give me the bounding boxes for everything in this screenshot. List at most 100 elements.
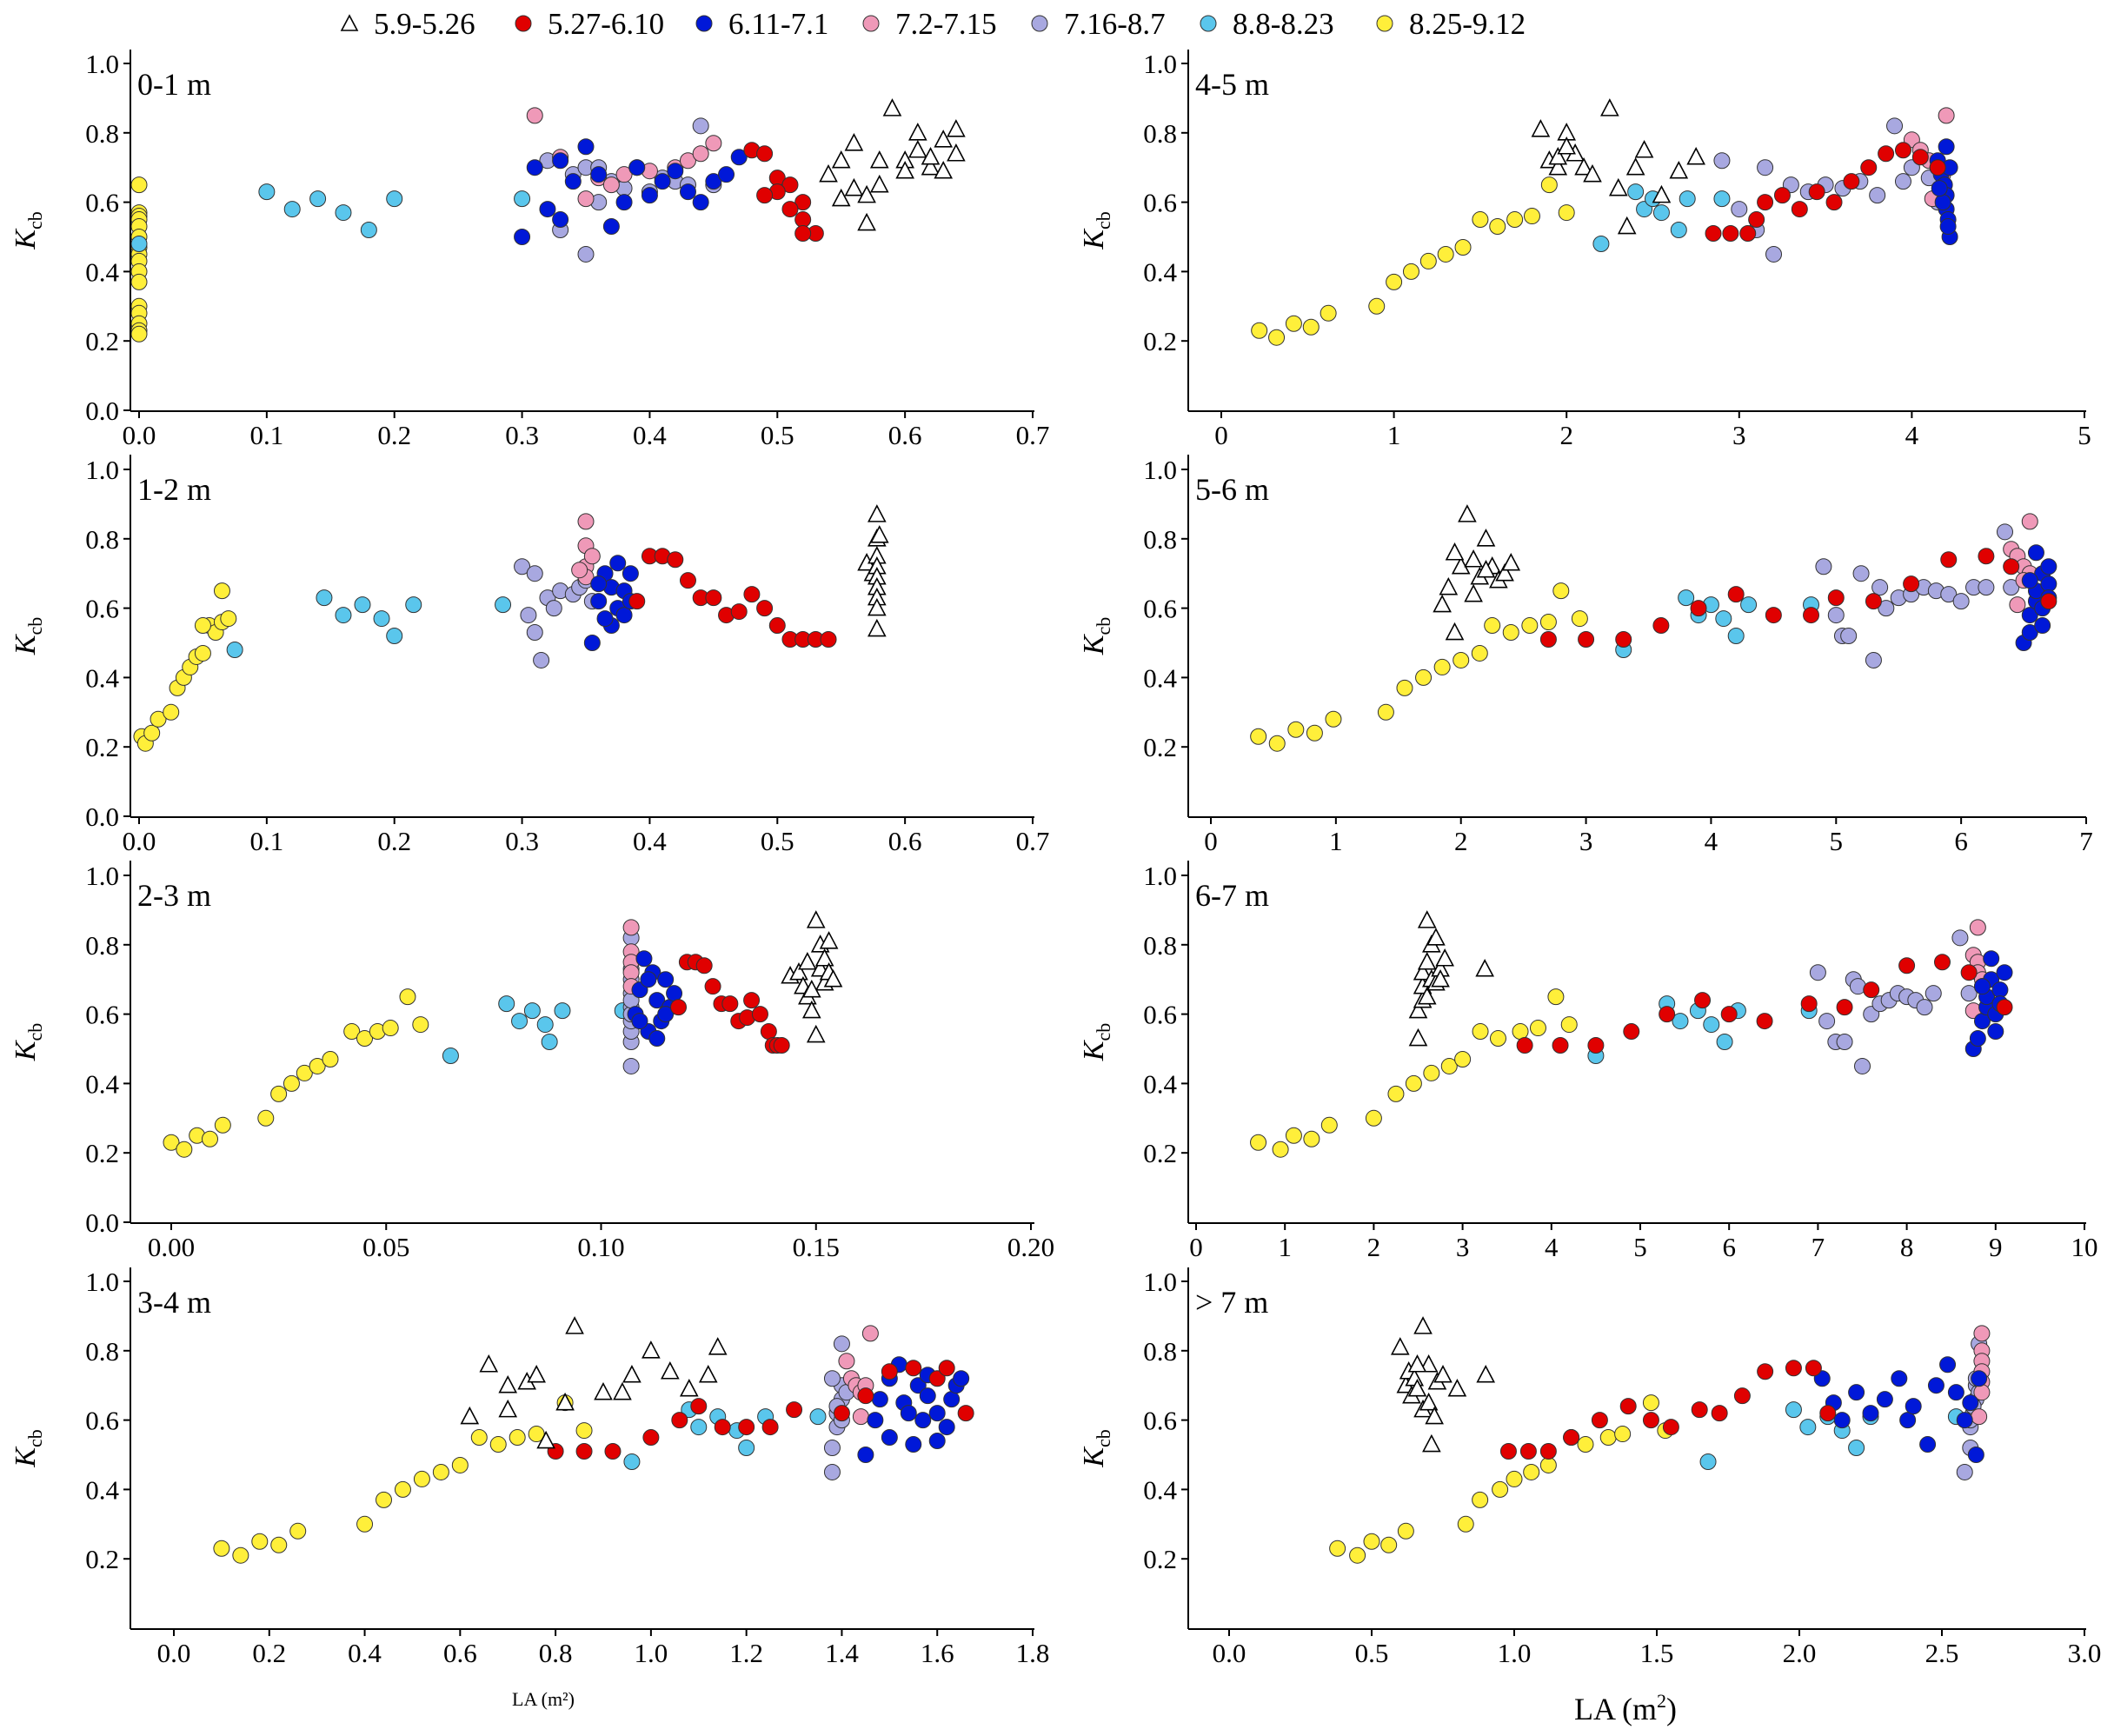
legend-marker [862, 15, 880, 32]
data-point [838, 1353, 855, 1370]
data-point [819, 931, 839, 949]
data-point [413, 1470, 430, 1487]
data-point [823, 1440, 841, 1457]
data-point [1623, 1023, 1640, 1041]
data-point [1413, 962, 1433, 981]
data-point [1574, 156, 1593, 176]
data-point [1971, 1408, 1988, 1426]
y-tick-label: 0.8 [1143, 118, 1177, 149]
data-point [1952, 593, 1970, 610]
data-point [751, 1006, 768, 1023]
data-point [583, 635, 601, 651]
data-point [509, 1429, 526, 1447]
data-point [552, 152, 569, 170]
data-point [635, 950, 653, 968]
data-point [498, 995, 515, 1013]
data-point [1329, 1540, 1346, 1557]
data-point [386, 190, 403, 208]
data-point [1869, 187, 1886, 204]
data-point [1287, 721, 1305, 738]
x-tick-label: 6 [1954, 826, 1968, 856]
data-point [1652, 184, 1672, 203]
x-tick-label: 0.2 [377, 420, 411, 450]
data-point [679, 152, 696, 170]
data-point [1454, 238, 1472, 256]
data-point [1672, 1013, 1689, 1030]
data-point [760, 1023, 777, 1041]
data-point [1408, 1028, 1428, 1047]
data-point [1809, 964, 1826, 981]
data-point [214, 1116, 231, 1134]
data-point [657, 971, 675, 988]
data-point [814, 948, 834, 967]
data-point [1608, 177, 1628, 196]
data-point [1939, 1356, 1957, 1374]
data-point [596, 610, 614, 628]
data-point [670, 999, 688, 1016]
data-point [789, 962, 808, 981]
data-point [130, 176, 148, 194]
data-point [1433, 1365, 1453, 1383]
data-point [1548, 147, 1568, 165]
data-point [1836, 999, 1853, 1016]
data-point [2021, 607, 2038, 624]
data-point [934, 130, 954, 148]
data-point [514, 190, 531, 208]
data-point [405, 596, 422, 614]
data-point [1916, 999, 1933, 1016]
y-tick-label: 0.2 [1143, 1138, 1177, 1168]
x-tick-label: 1.0 [1498, 1638, 1532, 1668]
panel-2-3-m: 0.0 0.2 0.4 0.6 0.8 1.0 0.00 0.05 0.10 0.15 0.20 2-… [10, 861, 1054, 1262]
data-point [539, 201, 556, 218]
data-point [1840, 628, 1858, 645]
data-point [820, 631, 837, 649]
data-point [756, 187, 774, 204]
data-point [1862, 1405, 1879, 1422]
data-point [1390, 1337, 1410, 1355]
data-point [498, 1399, 518, 1418]
data-point [718, 166, 735, 183]
data-point [354, 596, 371, 614]
panel-5-6-m: 0.2 0.4 0.6 0.8 1.0 0 1 2 3 4 5 6 7 5-6 m Kcb [1078, 455, 2093, 856]
data-point [1898, 957, 1916, 974]
series-5-9-5-26 [460, 1316, 728, 1449]
series-7-2-7-15 [838, 1325, 879, 1426]
data-point [1827, 607, 1845, 624]
data-point [919, 1387, 936, 1405]
data-point [577, 190, 595, 208]
series-8-25-9-12 [1250, 988, 1578, 1158]
series-5-9-5-26 [819, 98, 966, 231]
y-tick-label: 0.4 [85, 1068, 119, 1099]
x-tick-label: 1.0 [635, 1638, 668, 1668]
data-point [1865, 593, 1882, 610]
y-tick-label: 0.2 [1143, 1544, 1177, 1574]
data-point [1686, 147, 1705, 165]
data-point [536, 1430, 555, 1449]
x-tick-label: 0 [1204, 826, 1218, 856]
series-5-9-5-26 [1433, 504, 1521, 641]
data-point [1402, 263, 1419, 280]
legend-item-7-2-7-15: 7.2-7.15 [862, 7, 997, 41]
data-point [809, 1408, 827, 1426]
data-point [577, 138, 595, 156]
x-tick-label: 0.20 [1007, 1232, 1054, 1262]
data-point [1476, 559, 1496, 578]
data-point [1863, 981, 1880, 999]
x-tick-label: 1.5 [1640, 1638, 1674, 1668]
x-tick-label: 0.00 [148, 1232, 195, 1262]
data-point [1306, 724, 1323, 742]
data-point [623, 1453, 641, 1470]
y-tick-label: 0.0 [85, 801, 119, 832]
y-tick-label: 0.6 [85, 1000, 119, 1030]
data-point [801, 1000, 821, 1019]
data-point [743, 992, 761, 1009]
x-tick-label: 6 [1722, 1232, 1736, 1262]
y-tick-label: 0.8 [85, 524, 119, 555]
data-point [1854, 1057, 1871, 1074]
data-point [1713, 152, 1731, 170]
data-point [583, 548, 601, 565]
data-point [1876, 1391, 1893, 1408]
x-tick-label: 0.5 [761, 420, 794, 450]
y-tick-label: 0.8 [1143, 1336, 1177, 1367]
x-tick-label: 0.0 [123, 420, 156, 450]
